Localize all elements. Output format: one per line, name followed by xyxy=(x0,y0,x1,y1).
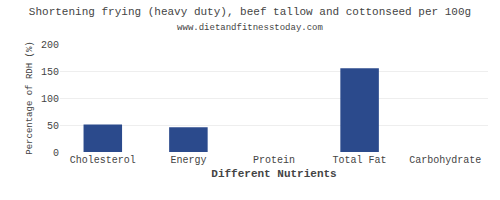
svg-text:Percentage of RDH (%): Percentage of RDH (%) xyxy=(25,41,35,154)
svg-text:Protein: Protein xyxy=(253,155,295,166)
svg-text:150: 150 xyxy=(41,67,59,78)
svg-text:Total Fat: Total Fat xyxy=(333,155,387,166)
svg-text:200: 200 xyxy=(41,40,59,51)
svg-text:0: 0 xyxy=(53,148,59,159)
svg-text:Different Nutrients: Different Nutrients xyxy=(211,168,336,180)
svg-text:Shortening frying (heavy duty): Shortening frying (heavy duty), beef tal… xyxy=(29,6,471,32)
svg-text:Cholesterol: Cholesterol xyxy=(70,155,136,166)
svg-text:50: 50 xyxy=(47,121,59,132)
svg-text:Carbohydrate: Carbohydrate xyxy=(409,155,481,166)
svg-text:Energy: Energy xyxy=(170,155,206,166)
svg-text:100: 100 xyxy=(41,94,59,105)
